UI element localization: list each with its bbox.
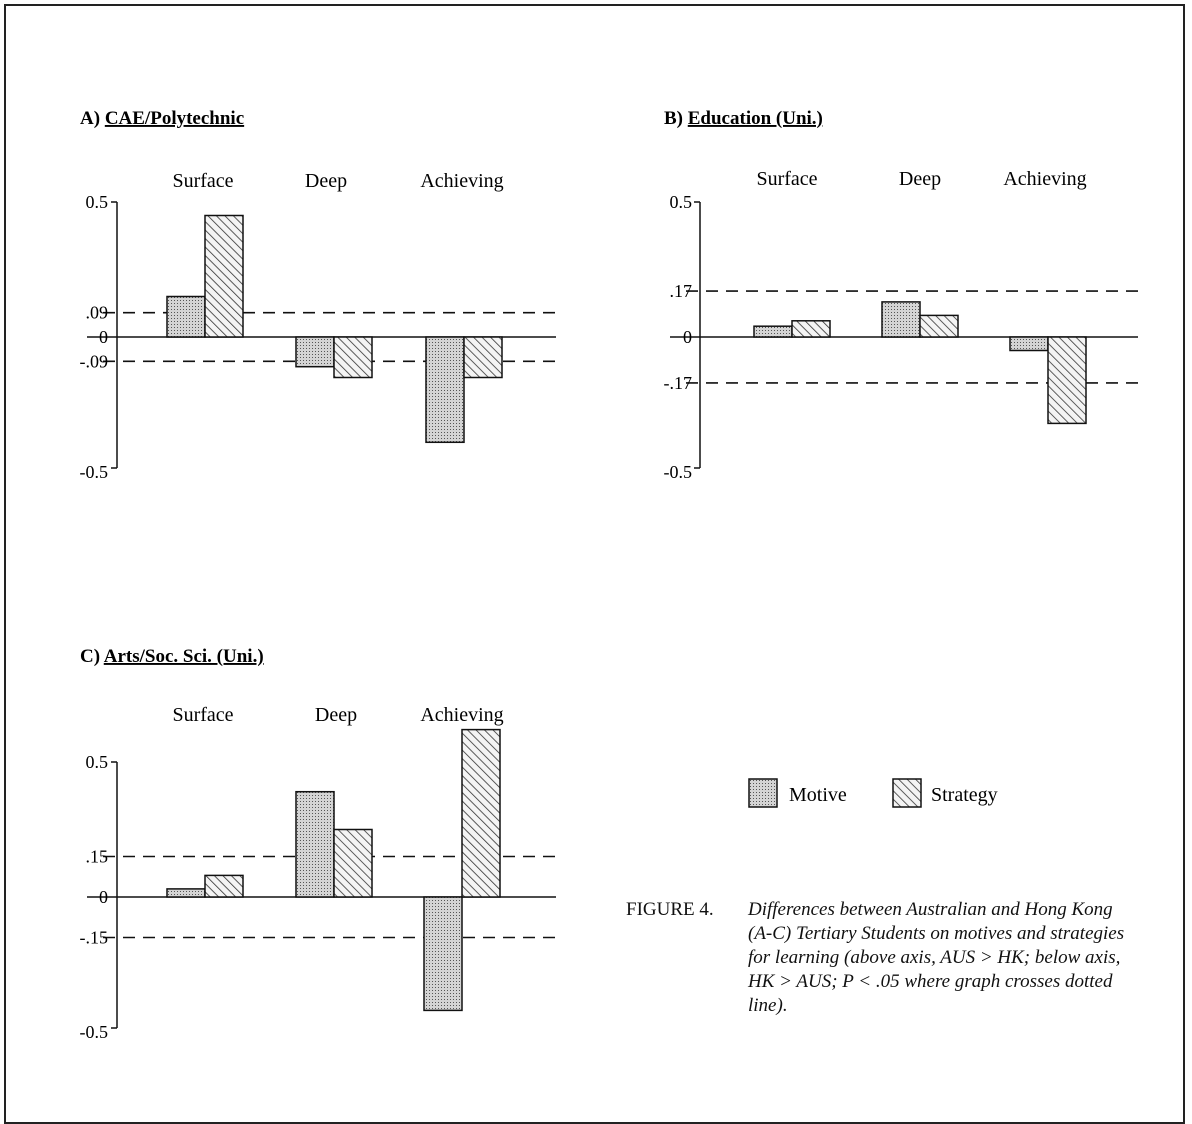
caption-text: Differences between Australian and Hong …	[748, 899, 1125, 1016]
legend-motive-swatch	[748, 778, 778, 808]
bar-strategy	[463, 336, 503, 379]
bar-strategy	[1047, 336, 1087, 425]
chart-panel-c: C) Arts/Soc. Sci. (Uni.) Surface Deep Achie…	[80, 646, 556, 1042]
bar-strategy	[333, 828, 373, 898]
y-tick-label: .15	[86, 847, 109, 867]
y-tick-label: 0	[99, 887, 108, 907]
y-tick-label: -.09	[80, 351, 109, 371]
bar-motive	[166, 295, 206, 338]
bar-motive	[423, 896, 463, 1012]
bar-strategy	[204, 214, 244, 338]
bar-motive	[295, 336, 335, 368]
bar-strategy	[461, 728, 501, 898]
category-label: Deep	[899, 168, 941, 190]
legend: Motive Strategy	[748, 778, 998, 808]
category-label: Deep	[315, 704, 357, 726]
chart-panel-a: A) CAE/Polytechnic Surface Deep Achieving 0.…	[80, 108, 556, 482]
bar-motive	[1009, 336, 1049, 352]
bar-strategy	[791, 320, 831, 338]
y-tick-label: 0	[99, 327, 108, 347]
y-tick-label: 0.5	[86, 752, 109, 772]
legend-strategy-swatch	[892, 778, 922, 808]
bar-motive	[425, 336, 465, 444]
panel-title-b: B) Education (Uni.)	[664, 108, 823, 129]
y-tick-label: .17	[670, 281, 693, 301]
y-tick-label: -0.5	[80, 1022, 109, 1042]
category-label: Surface	[172, 170, 233, 192]
y-tick-label: -0.5	[80, 462, 109, 482]
category-label: Achieving	[1003, 168, 1086, 190]
bar-motive	[753, 325, 793, 338]
y-tick-label: 0.5	[86, 192, 109, 212]
bar-motive	[295, 790, 335, 898]
y-tick-label: 0.5	[670, 192, 693, 212]
chart-panel-b: B) Education (Uni.) Surface Deep Achieving 0…	[664, 108, 1138, 482]
category-label: Deep	[305, 170, 347, 192]
y-tick-label: -.15	[80, 928, 109, 948]
bar-strategy	[333, 336, 373, 379]
caption-label: FIGURE 4.	[626, 899, 714, 920]
panel-title-c: C) Arts/Soc. Sci. (Uni.)	[80, 646, 264, 667]
bar-strategy	[919, 314, 959, 338]
legend-motive-label: Motive	[789, 784, 847, 806]
bar-motive	[166, 888, 206, 898]
y-tick-label: -.17	[664, 373, 693, 393]
category-label: Surface	[756, 168, 817, 190]
category-label: Surface	[172, 704, 233, 726]
legend-strategy-label: Strategy	[931, 784, 998, 806]
y-tick-label: .09	[86, 303, 109, 323]
y-tick-label: -0.5	[664, 462, 693, 482]
y-tick-label: 0	[683, 327, 692, 347]
bar-strategy	[204, 874, 244, 898]
bar-motive	[881, 301, 921, 338]
category-label: Achieving	[420, 170, 503, 192]
category-label: Achieving	[420, 704, 503, 726]
panel-title-a: A) CAE/Polytechnic	[80, 108, 244, 129]
